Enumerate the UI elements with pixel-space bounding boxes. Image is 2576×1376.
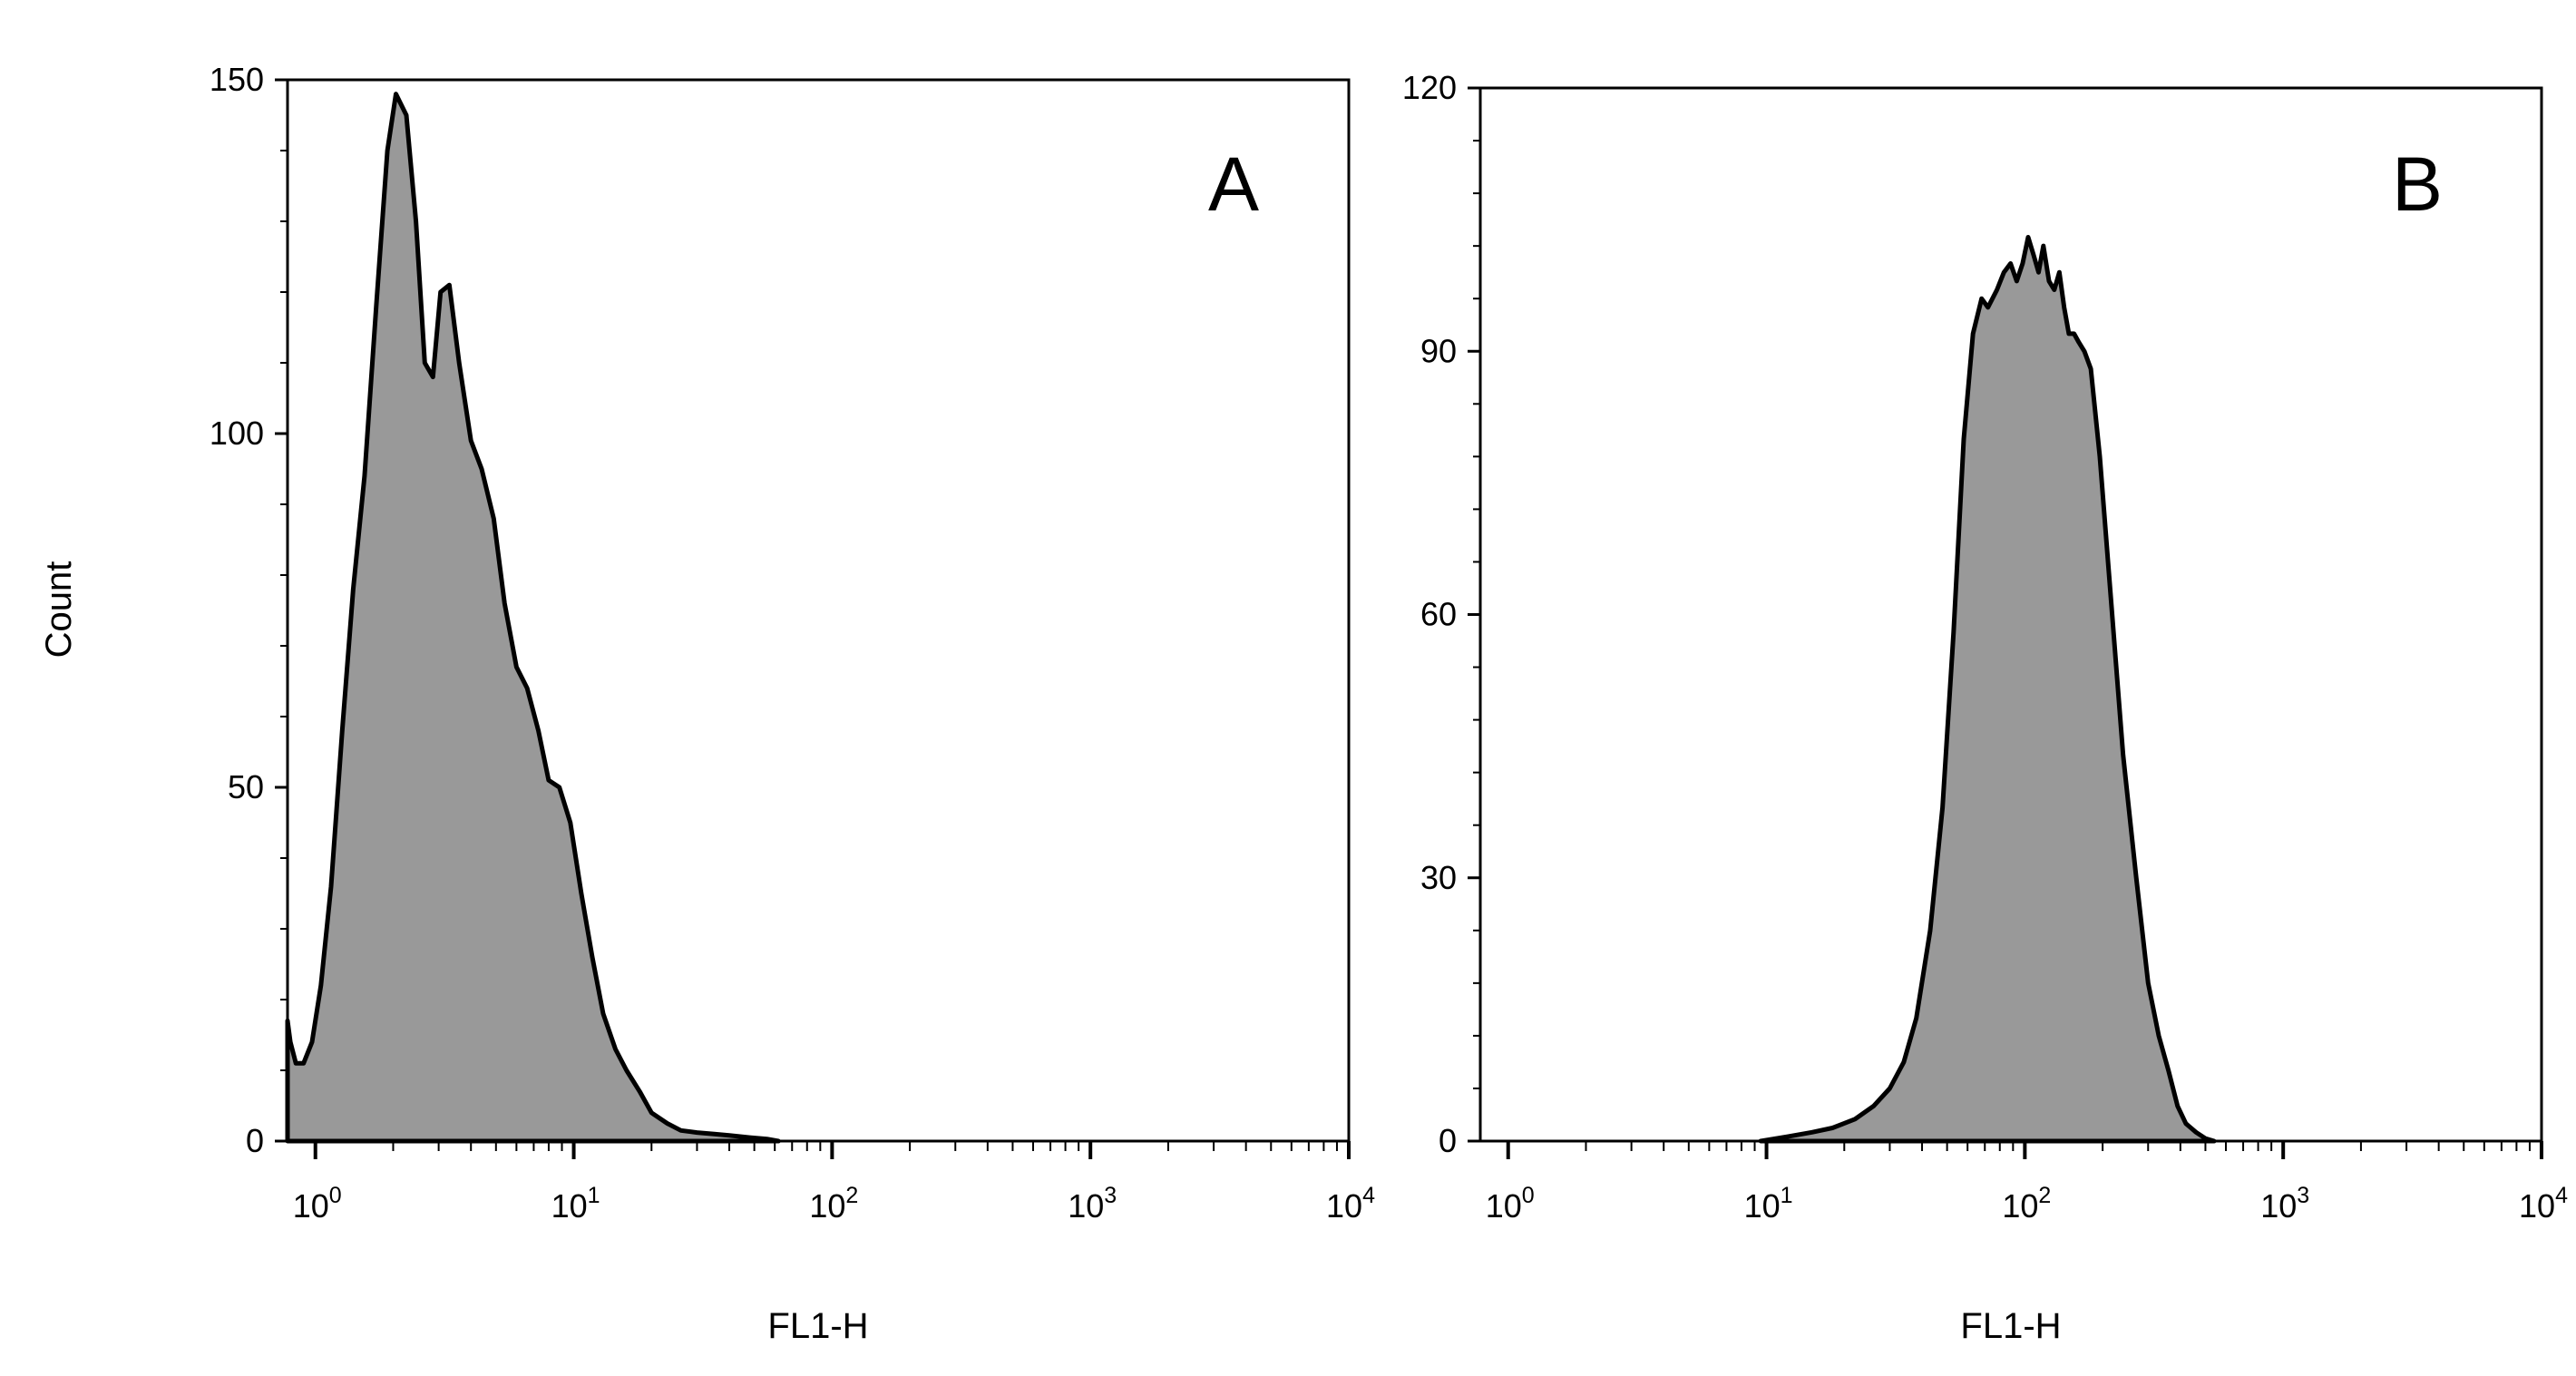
panel-b-x-tick-label: 103 <box>2260 1183 2309 1225</box>
panel-b-x-tick-label: 104 <box>2519 1183 2568 1225</box>
panel-b-y-tick-label: 120 <box>1402 69 1457 106</box>
panel-a-y-tick-label: 0 <box>246 1122 264 1159</box>
panel-b: 0 30 60 90 120 100 101 102 103 104 FL1-H B <box>1402 69 2568 1346</box>
panel-a: 0 50 100 150 100 101 102 103 104 FL1-H A <box>210 61 1375 1346</box>
panel-a-letter: A <box>1208 142 1259 227</box>
panel-a-x-tick-label: 101 <box>551 1183 600 1225</box>
panel-a-x-tick-label: 100 <box>293 1183 342 1225</box>
panel-a-x-tick-label: 104 <box>1326 1183 1375 1225</box>
panel-a-histogram-area <box>285 92 781 1144</box>
panel-a-x-tick-label: 103 <box>1068 1183 1117 1225</box>
panel-b-x-tick-label: 100 <box>1486 1183 1535 1225</box>
panel-b-letter: B <box>2392 142 2443 227</box>
panel-a-y-tick-label: 150 <box>210 61 264 98</box>
panel-a-x-tick-label: 102 <box>809 1183 858 1225</box>
panel-b-y-tick-label: 0 <box>1439 1122 1457 1159</box>
panel-a-y-tick-label: 50 <box>228 768 264 805</box>
panel-b-y-tick-label: 60 <box>1420 596 1457 633</box>
panel-b-x-tick-label: 101 <box>1744 1183 1793 1225</box>
panel-b-y-tick-label: 30 <box>1420 859 1457 896</box>
panel-b-y-tick-label: 90 <box>1420 332 1457 369</box>
panel-a-plot-frame <box>286 78 1351 1143</box>
panel-a-x-axis-label: FL1-H <box>767 1306 868 1346</box>
panel-b-histogram-area <box>1758 235 2217 1144</box>
shared-y-axis-label: Count <box>39 561 79 659</box>
panel-b-x-tick-label: 102 <box>2002 1183 2051 1225</box>
panel-a-y-tick-label: 100 <box>210 415 264 452</box>
panel-b-x-axis-label: FL1-H <box>1960 1306 2061 1346</box>
